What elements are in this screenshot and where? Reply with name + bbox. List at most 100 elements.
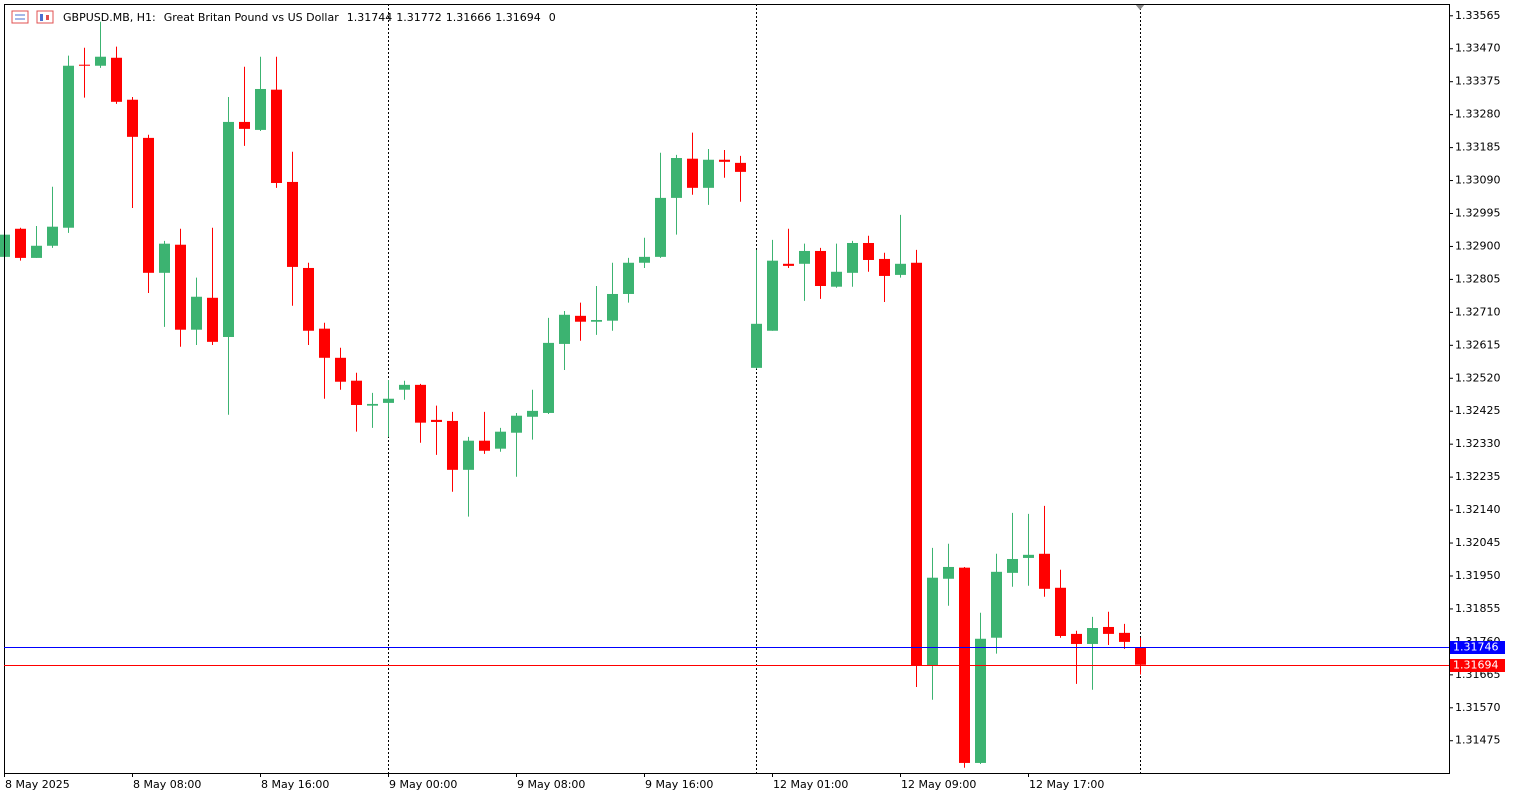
close-value: 1.31694	[495, 11, 541, 24]
candle-body	[431, 419, 442, 422]
open-value: 1.31744	[347, 11, 393, 24]
candle-body	[575, 315, 586, 322]
price-label-box	[1450, 641, 1505, 654]
icon	[40, 14, 43, 21]
x-tick-label: 9 May 00:00	[389, 778, 457, 791]
candle-body	[239, 121, 250, 129]
candle-body	[655, 197, 666, 257]
y-tick-label: 1.32805	[1455, 272, 1501, 285]
y-tick-label: 1.31475	[1455, 734, 1501, 747]
candle-body	[927, 577, 938, 666]
candle-body	[47, 226, 58, 246]
candle-body	[527, 410, 538, 417]
icon	[46, 15, 49, 20]
candle-body	[127, 99, 138, 137]
candle-body	[815, 250, 826, 287]
candle-body	[991, 571, 1002, 638]
symbol: GBPUSD.MB, H1:	[63, 11, 156, 24]
x-tick-label: 8 May 08:00	[133, 778, 201, 791]
high-value: 1.31772	[396, 11, 442, 24]
candle-body	[847, 242, 858, 273]
candle-body	[399, 384, 410, 390]
candle-body	[271, 89, 282, 183]
candle-body	[1135, 647, 1146, 665]
x-tick-label: 12 May 17:00	[1029, 778, 1104, 791]
plot-frame	[4, 4, 1450, 774]
candle-body	[831, 271, 842, 287]
candle-body	[463, 440, 474, 470]
y-tick-label: 1.31570	[1455, 701, 1501, 714]
candle-body	[1023, 554, 1034, 558]
candle-body	[319, 328, 330, 358]
candle-body	[783, 263, 794, 266]
candle-body	[223, 121, 234, 337]
y-tick-label: 1.32995	[1455, 207, 1501, 220]
candle-body	[383, 398, 394, 403]
candle-body	[495, 431, 506, 449]
icon	[36, 10, 54, 24]
candle-body	[175, 244, 186, 330]
y-tick-label: 1.32710	[1455, 305, 1501, 318]
candle-body	[895, 263, 906, 275]
candle-body	[303, 267, 314, 331]
candle-body	[79, 64, 90, 66]
header: GBPUSD.MB, H1: Great Britan Pound vs US D…	[63, 11, 556, 24]
x-tick-label: 9 May 16:00	[645, 778, 713, 791]
candle-body	[1007, 558, 1018, 573]
candle-body	[799, 250, 810, 264]
candle-body	[15, 228, 26, 258]
price-label-box	[1450, 659, 1505, 672]
y-tick-label: 1.32140	[1455, 503, 1501, 516]
x-tick-label: 9 May 08:00	[517, 778, 585, 791]
candle-body	[863, 242, 874, 260]
candle-body	[63, 65, 74, 228]
y-tick-label: 1.33470	[1455, 42, 1501, 55]
candle-body	[767, 260, 778, 331]
x-tick-label: 12 May 01:00	[773, 778, 848, 791]
candle-body	[559, 314, 570, 344]
price-label: 1.31694	[1453, 659, 1499, 672]
candle-body	[543, 342, 554, 413]
y-tick-label: 1.32900	[1455, 239, 1501, 252]
candle-body	[687, 158, 698, 188]
candle-body	[735, 162, 746, 172]
y-tick-label: 1.32425	[1455, 404, 1501, 417]
description: Great Britan Pound vs US Dollar	[164, 11, 339, 24]
candle-body	[335, 357, 346, 382]
volume: 0	[549, 11, 556, 24]
y-tick-label: 1.32235	[1455, 470, 1501, 483]
candle-body	[607, 293, 618, 321]
candle-body	[367, 403, 378, 406]
candle-body	[1071, 633, 1082, 644]
candle-body	[31, 245, 42, 258]
y-tick-label: 1.33280	[1455, 108, 1501, 121]
candle-body	[1055, 587, 1066, 636]
candle-body	[719, 159, 730, 162]
candle-body	[975, 638, 986, 763]
candle-body	[95, 56, 106, 66]
y-tick-label: 1.32520	[1455, 371, 1501, 384]
candle-body	[255, 88, 266, 130]
candle-body	[1119, 632, 1130, 642]
candle-body	[911, 262, 922, 666]
candle-body	[591, 319, 602, 322]
candle-body	[191, 296, 202, 330]
candle-body	[511, 415, 522, 433]
x-tick-label: 8 May 16:00	[261, 778, 329, 791]
candle-body	[1103, 626, 1114, 634]
price-label: 1.31746	[1453, 641, 1499, 654]
candle-body	[623, 262, 634, 294]
candle-body	[159, 243, 170, 273]
candle-body	[671, 158, 682, 198]
candle-body	[1039, 553, 1050, 589]
candle-body	[143, 137, 154, 273]
y-tick-label: 1.31950	[1455, 569, 1501, 582]
candle-body	[111, 57, 122, 102]
icon	[11, 10, 29, 24]
candle-body	[207, 297, 218, 342]
candle-body	[751, 323, 762, 368]
y-tick-label: 1.32330	[1455, 437, 1501, 450]
candle-body	[879, 258, 890, 276]
